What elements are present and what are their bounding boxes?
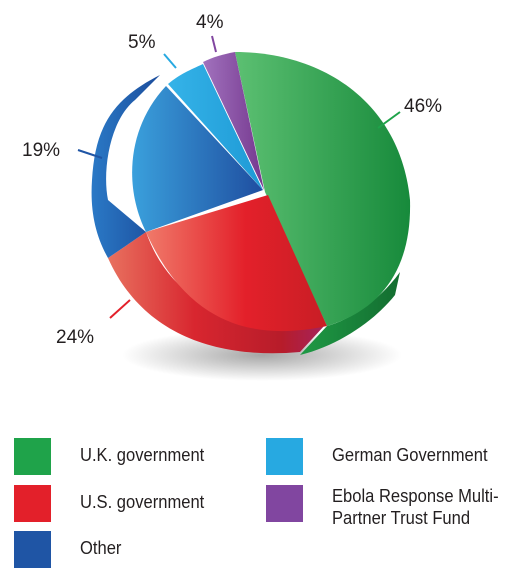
green-slice-side [300, 272, 400, 355]
slice-uk-government [235, 52, 411, 326]
legend-item-german-government: German Government [266, 438, 501, 475]
pct-label-us: 24% [56, 327, 94, 348]
legend-swatch-uk [14, 438, 51, 475]
percent-labels: 46% 24% 19% 5% 4% [22, 12, 442, 348]
legend-swatch-ebola [266, 485, 303, 522]
red-slice-side [108, 232, 325, 354]
legend-label-other: Other [80, 538, 122, 558]
slice-german-government [168, 64, 263, 190]
legend-item-other: Other [14, 531, 125, 568]
leader-line-19 [77, 149, 103, 159]
leader-line-46 [377, 111, 401, 129]
blue-slice-side [91, 75, 160, 258]
pct-label-german: 5% [128, 32, 156, 53]
pie-slices [132, 52, 411, 332]
pct-label-other: 19% [22, 140, 60, 161]
legend-label-ebola: Ebola Response Multi- Partner Trust Fund [332, 486, 499, 528]
leader-line-5 [163, 53, 177, 69]
legend-label-uk: U.K. government [80, 445, 205, 465]
legend-item-uk-government: U.K. government [14, 438, 215, 475]
pct-label-ebola: 4% [196, 12, 224, 33]
legend-swatch-german [266, 438, 303, 475]
pie-sides [91, 75, 400, 355]
pie-chart: 46% 24% 19% 5% 4% [22, 12, 442, 381]
leader-line-4 [211, 35, 217, 53]
slice-us-government [146, 195, 327, 332]
legend-item-ebola-fund: Ebola Response Multi- Partner Trust Fund [266, 485, 513, 529]
legend-swatch-us [14, 485, 51, 522]
leader-lines [77, 35, 401, 319]
legend-item-us-government: U.S. government [14, 485, 215, 522]
pct-label-uk: 46% [404, 96, 442, 117]
slice-other [132, 86, 263, 232]
slice-ebola-fund [203, 52, 264, 190]
legend-label-us: U.S. government [80, 492, 205, 512]
legend-swatch-other [14, 531, 51, 568]
legend-label-german: German Government [332, 445, 488, 465]
leader-line-24 [109, 299, 131, 319]
